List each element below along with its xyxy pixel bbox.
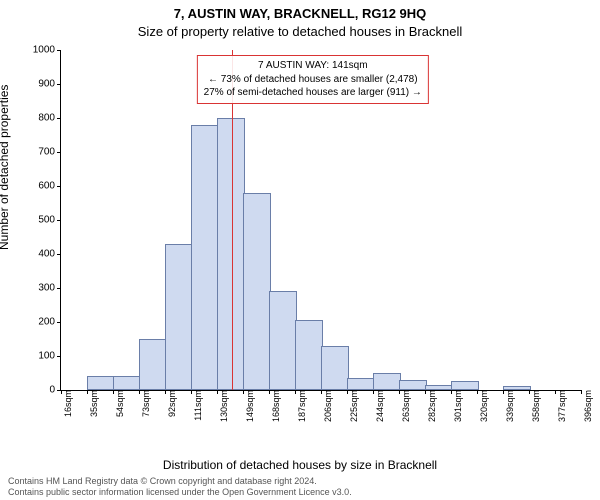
x-tick-label: 320sqm [473,390,489,422]
y-axis-label: Number of detached properties [0,85,11,250]
histogram-bar [451,381,479,390]
histogram-bar [217,118,245,390]
annotation-box: 7 AUSTIN WAY: 141sqm← 73% of detached ho… [197,55,429,104]
footer-line-1: Contains HM Land Registry data © Crown c… [8,476,352,487]
x-tick-label: 396sqm [577,390,593,422]
x-tick-label: 206sqm [317,390,333,422]
histogram-bar [425,385,453,390]
x-tick-mark [165,390,166,394]
x-tick-label: 149sqm [239,390,255,422]
x-tick-label: 358sqm [525,390,541,422]
histogram-bar [165,244,193,391]
y-tick-mark [57,288,61,289]
x-tick-label: 130sqm [213,390,229,422]
x-tick-mark [243,390,244,394]
x-tick-mark [113,390,114,394]
x-tick-mark [321,390,322,394]
histogram-bar [347,378,375,390]
chart-title-sub: Size of property relative to detached ho… [0,24,600,39]
histogram-bar [87,376,115,390]
x-tick-label: 168sqm [265,390,281,422]
x-tick-mark [295,390,296,394]
x-tick-mark [477,390,478,394]
y-tick-mark [57,356,61,357]
histogram-bar [503,386,531,390]
y-tick-mark [57,322,61,323]
histogram-bar [139,339,167,390]
x-tick-mark [87,390,88,394]
footer-attribution: Contains HM Land Registry data © Crown c… [8,476,352,499]
x-tick-label: 225sqm [343,390,359,422]
x-tick-mark [373,390,374,394]
chart-container: 7, AUSTIN WAY, BRACKNELL, RG12 9HQ Size … [0,0,600,500]
x-tick-mark [61,390,62,394]
annotation-line: ← 73% of detached houses are smaller (2,… [204,73,422,87]
x-tick-mark [451,390,452,394]
x-tick-label: 301sqm [447,390,463,422]
x-tick-label: 187sqm [291,390,307,422]
x-axis-label: Distribution of detached houses by size … [0,458,600,472]
histogram-bar [269,291,297,390]
x-tick-mark [139,390,140,394]
y-tick-mark [57,50,61,51]
plot-area: 0100200300400500600700800900100016sqm35s… [60,50,581,391]
x-tick-mark [503,390,504,394]
x-tick-mark [529,390,530,394]
x-tick-label: 282sqm [421,390,437,422]
x-tick-label: 339sqm [499,390,515,422]
x-tick-label: 73sqm [135,390,151,417]
x-tick-label: 54sqm [109,390,125,417]
x-tick-mark [425,390,426,394]
x-tick-mark [269,390,270,394]
x-tick-mark [191,390,192,394]
annotation-line: 7 AUSTIN WAY: 141sqm [204,59,422,73]
x-tick-mark [555,390,556,394]
y-tick-mark [57,186,61,187]
chart-title-main: 7, AUSTIN WAY, BRACKNELL, RG12 9HQ [0,6,600,21]
histogram-bar [113,376,141,390]
y-tick-mark [57,84,61,85]
x-tick-mark [581,390,582,394]
x-tick-label: 92sqm [161,390,177,417]
histogram-bar [243,193,271,391]
histogram-bar [373,373,401,390]
y-tick-mark [57,254,61,255]
x-tick-mark [217,390,218,394]
y-tick-mark [57,220,61,221]
x-tick-label: 16sqm [57,390,73,417]
annotation-line: 27% of semi-detached houses are larger (… [204,86,422,100]
histogram-bar [321,346,349,391]
x-tick-label: 244sqm [369,390,385,422]
x-tick-label: 35sqm [83,390,99,417]
histogram-bar [399,380,427,391]
x-tick-label: 111sqm [187,390,203,421]
x-tick-label: 377sqm [551,390,567,422]
x-tick-mark [347,390,348,394]
x-tick-label: 263sqm [395,390,411,422]
histogram-bar [295,320,323,390]
x-tick-mark [399,390,400,394]
y-tick-mark [57,152,61,153]
histogram-bar [191,125,219,391]
footer-line-2: Contains public sector information licen… [8,487,352,498]
y-tick-mark [57,118,61,119]
